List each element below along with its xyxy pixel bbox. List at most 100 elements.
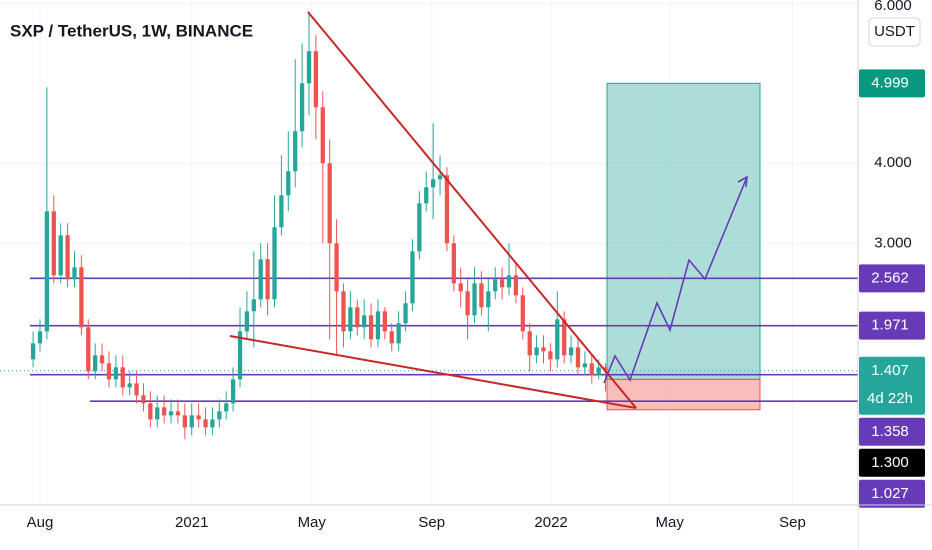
time-labels: Aug 2021 May Sep 2022 May Sep	[27, 514, 806, 531]
trendline	[307, 11, 637, 409]
time-axis-background	[0, 506, 858, 550]
candle-body	[493, 279, 498, 292]
candle-body	[410, 251, 415, 304]
candle-body	[230, 379, 236, 404]
candle-body	[465, 291, 470, 316]
y-tick-label: 3.000	[874, 234, 912, 251]
chart-title: SXP / TetherUS, 1W, BINANCE	[10, 21, 253, 40]
candle-body	[79, 267, 84, 328]
price-tag-label: 1.971	[871, 317, 909, 334]
candle-body	[403, 303, 408, 324]
candle-body	[203, 419, 208, 428]
candle-body	[596, 367, 601, 376]
candle-body	[472, 283, 477, 316]
candle-body	[575, 347, 581, 368]
price-tag-label: 1.358	[871, 423, 909, 440]
candle-body	[417, 203, 422, 252]
candle-body	[51, 211, 56, 276]
candle-body	[272, 227, 277, 300]
candle-body	[210, 419, 215, 428]
candle-body	[189, 415, 194, 428]
candle-body	[458, 283, 463, 292]
candle-body	[499, 279, 505, 288]
candle-body	[451, 243, 456, 284]
candle-body	[444, 175, 450, 244]
candle-body	[293, 131, 298, 172]
candle-body	[162, 407, 167, 416]
candle-body	[562, 319, 567, 356]
candle-body	[355, 307, 360, 328]
candle-body	[286, 171, 291, 196]
candle-body	[65, 235, 70, 280]
price-tag-countdown: 4d 22h	[867, 390, 913, 407]
price-tag-label: 2.562	[871, 269, 909, 286]
currency-box[interactable]	[868, 17, 921, 47]
candle-body	[603, 367, 608, 371]
candle-body	[127, 383, 132, 388]
projection-path	[603, 176, 748, 384]
candle-body	[327, 163, 332, 244]
candle-body	[244, 311, 250, 332]
price-tag	[859, 69, 925, 98]
candle-body	[582, 363, 588, 368]
candle-body	[555, 319, 560, 360]
candle-body	[506, 275, 512, 288]
candle-body	[175, 411, 181, 416]
candle-body	[320, 107, 325, 164]
position-target	[606, 82, 761, 380]
candle-body	[99, 355, 105, 364]
price-tags: 4.999 2.562 1.971 1.407 4d 22h 1.358 1.300 1.02…	[859, 69, 925, 508]
candle-body	[72, 267, 77, 280]
candle-body	[348, 307, 353, 332]
position-stop	[606, 378, 761, 411]
candle-body	[382, 311, 387, 332]
candle-body	[168, 411, 174, 416]
candle-body	[534, 347, 539, 356]
candle-body	[134, 383, 139, 396]
candle-body	[58, 235, 63, 276]
candle-body	[37, 331, 43, 344]
price-tag	[859, 417, 925, 446]
price-tag	[859, 356, 925, 415]
candle-body	[313, 51, 319, 108]
candle-body	[196, 415, 201, 420]
candle-body	[86, 327, 91, 372]
candle-body	[224, 403, 229, 412]
price-tag-label: 1.027	[871, 485, 909, 502]
candle-body	[106, 363, 112, 380]
candle-body	[520, 295, 525, 332]
candle-body	[513, 275, 519, 296]
candle-body	[479, 283, 484, 308]
candle-body	[299, 83, 305, 132]
plot-area	[0, 0, 858, 505]
candle-body	[251, 299, 256, 312]
candle-body	[541, 347, 546, 352]
price-tag-label: 4.999	[871, 74, 909, 91]
time-axis	[0, 504, 932, 550]
candle-body	[217, 411, 222, 420]
candle-body	[44, 211, 50, 332]
candle-body	[548, 351, 553, 360]
candle-body	[182, 415, 187, 428]
currency-label: USDT	[874, 23, 915, 40]
candle-body	[362, 315, 367, 328]
candle-body	[93, 355, 98, 372]
candle-body	[237, 331, 243, 380]
candle-body	[141, 395, 146, 404]
candle-body	[265, 259, 270, 300]
price-tag	[859, 264, 925, 293]
candle-body	[486, 291, 491, 308]
candle-body	[279, 195, 284, 228]
x-tick-label: May	[298, 514, 327, 531]
candle-body	[334, 243, 339, 292]
x-tick-label: 2021	[175, 514, 208, 531]
candle-body	[424, 187, 429, 204]
candle-body	[120, 367, 125, 388]
x-tick-label: 2022	[534, 514, 567, 531]
candle-body	[437, 175, 443, 180]
candle-body	[30, 343, 36, 360]
trendline	[229, 335, 637, 409]
price-tag	[859, 448, 925, 477]
candle-body	[368, 315, 374, 340]
